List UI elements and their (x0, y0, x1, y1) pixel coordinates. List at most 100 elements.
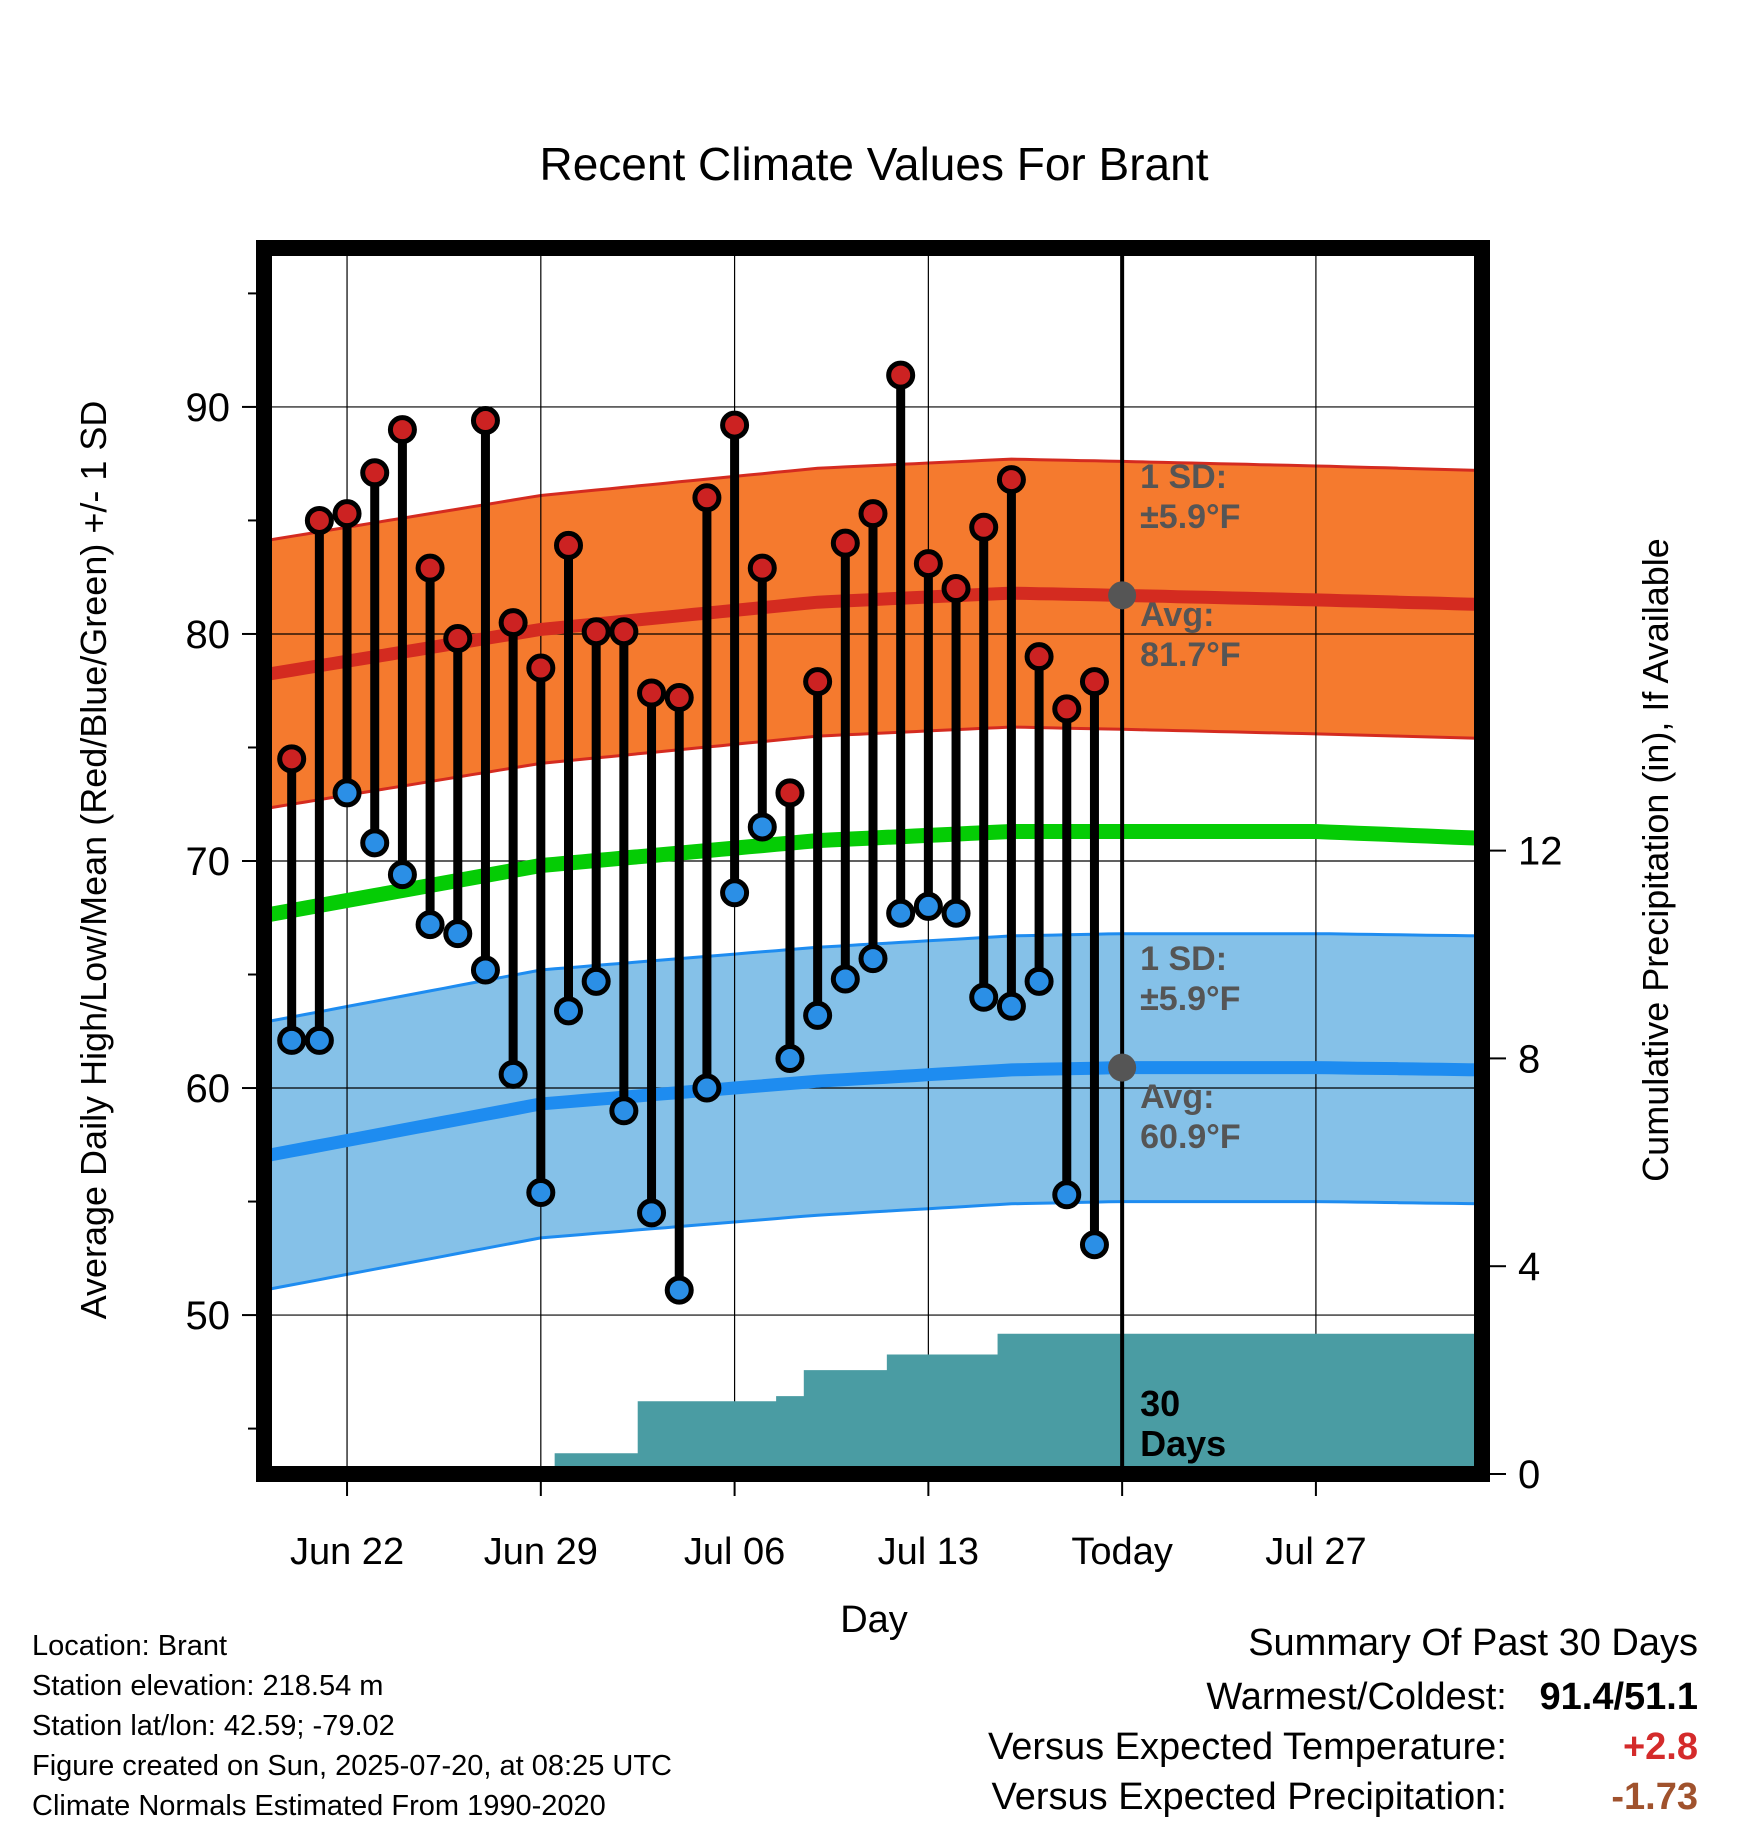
low-sd-annotation: 1 SD: (1140, 940, 1227, 978)
precip-area (554, 1333, 1482, 1474)
daily-low-point (1024, 966, 1054, 996)
x-tick-label: Jun 22 (290, 1531, 404, 1573)
summary-row-extremes: Warmest/Coldest: 91.4/51.1 (1206, 1676, 1698, 1719)
daily-high-point (637, 678, 667, 708)
daily-low-point (830, 964, 860, 994)
daily-low-point (470, 955, 500, 985)
daily-high-point (720, 410, 750, 440)
x-tick-label: Today (1071, 1531, 1172, 1573)
today-low-normal-marker (1108, 1053, 1137, 1082)
daily-high-point (747, 553, 777, 583)
daily-high-point (332, 499, 362, 529)
daily-low-point (609, 1096, 639, 1126)
daily-low-point (720, 878, 750, 908)
daily-low-point (886, 898, 916, 928)
y2-tick-label: 0 (1518, 1453, 1540, 1497)
daily-high-point (664, 683, 694, 713)
low-avg-annotation: 60.9°F (1140, 1118, 1241, 1156)
daily-high-point (387, 415, 417, 445)
y2-tick-label: 4 (1518, 1245, 1540, 1289)
y-tick-label: 90 (186, 386, 231, 430)
days-annotation: Days (1140, 1423, 1226, 1464)
y2-tick-label: 12 (1518, 830, 1563, 874)
low-band-lower-edge (264, 1200, 1482, 1292)
daily-high-point (996, 465, 1026, 495)
daily-high-point (609, 617, 639, 647)
summary-label: Warmest/Coldest: (1206, 1676, 1507, 1718)
y-tick-label: 50 (186, 1294, 231, 1338)
daily-low-point (941, 898, 971, 928)
daily-high-point (360, 458, 390, 488)
daily-low-point (637, 1198, 667, 1228)
daily-low-point (387, 860, 417, 890)
daily-high-point (830, 528, 860, 558)
plot-frame (256, 240, 1490, 1482)
daily-low-point (996, 991, 1026, 1021)
daily-high-point (1052, 694, 1082, 724)
y-tick-label: 60 (186, 1067, 231, 1111)
x-tick-label: Jun 29 (484, 1531, 598, 1573)
daily-high-point (1079, 667, 1109, 697)
y2-axis-label: Cumulative Precipitation (in), If Availa… (1635, 538, 1676, 1182)
normals-line: Climate Normals Estimated From 1990-2020 (32, 1790, 606, 1822)
daily-low-point (913, 891, 943, 921)
daily-high-point (886, 360, 916, 390)
daily-high-point (858, 499, 888, 529)
created-line: Figure created on Sun, 2025-07-20, at 08… (32, 1750, 672, 1782)
high-avg-annotation: 81.7°F (1140, 636, 1241, 674)
low-normal-line (264, 1061, 1482, 1163)
high-sd-annotation: ±5.9°F (1140, 498, 1240, 536)
chart-title: Recent Climate Values For Brant (540, 138, 1209, 190)
x-tick-label: Jul 27 (1265, 1531, 1366, 1573)
summary-label: Versus Expected Precipitation: (991, 1776, 1507, 1818)
y-axis-label: Average Daily High/Low/Mean (Red/Blue/Gr… (73, 401, 114, 1320)
daily-high-point (526, 653, 556, 683)
daily-low-point (803, 1000, 833, 1030)
daily-low-point (554, 996, 583, 1026)
daily-low-point (1079, 1230, 1109, 1260)
daily-low-point (581, 966, 611, 996)
summary-row-temperature: Versus Expected Temperature: +2.8 (988, 1726, 1698, 1769)
daily-high-point (969, 512, 999, 542)
x-axis-label: Day (840, 1599, 908, 1641)
summary-value: +2.8 (1622, 1726, 1698, 1768)
daily-low-point (360, 828, 390, 858)
daily-low-point (332, 778, 362, 808)
y-tick-label: 80 (186, 613, 231, 657)
latlon-line: Station lat/lon: 42.59; -79.02 (32, 1710, 395, 1742)
daily-low-point (498, 1059, 528, 1089)
summary-row-precipitation: Versus Expected Precipitation: -1.73 (991, 1776, 1698, 1819)
high-sd-annotation: 1 SD: (1140, 458, 1227, 496)
daily-high-point (692, 483, 722, 513)
daily-low-point (1052, 1180, 1082, 1210)
location-line: Location: Brant (32, 1630, 228, 1662)
low-sd-annotation: ±5.9°F (1140, 980, 1240, 1018)
elevation-line: Station elevation: 218.54 m (32, 1670, 384, 1702)
low-avg-annotation: Avg: (1140, 1078, 1214, 1116)
high-band-upper-edge (264, 457, 1482, 543)
daily-low-point (443, 919, 473, 949)
daily-low-point (415, 910, 445, 940)
daily-high-point (803, 667, 833, 697)
daily-low-point (775, 1044, 805, 1074)
daily-low-point (277, 1025, 307, 1055)
x-tick-label: Jul 13 (878, 1531, 979, 1573)
daily-high-point (415, 553, 445, 583)
summary-title: Summary Of Past 30 Days (1248, 1622, 1698, 1664)
high-avg-annotation: Avg: (1140, 596, 1214, 634)
daily-high-point (277, 744, 307, 774)
summary-label: Versus Expected Temperature: (987, 1726, 1507, 1768)
daily-high-point (941, 574, 971, 604)
daily-high-point (498, 608, 528, 638)
daily-high-point (581, 617, 611, 647)
y2-tick-label: 8 (1518, 1037, 1540, 1081)
daily-high-point (470, 406, 500, 436)
daily-low-point (969, 982, 999, 1012)
daily-high-point (304, 505, 334, 535)
daily-low-point (858, 944, 888, 974)
daily-low-point (747, 812, 777, 842)
daily-high-point (913, 549, 943, 579)
days-annotation: 30 (1140, 1383, 1180, 1424)
